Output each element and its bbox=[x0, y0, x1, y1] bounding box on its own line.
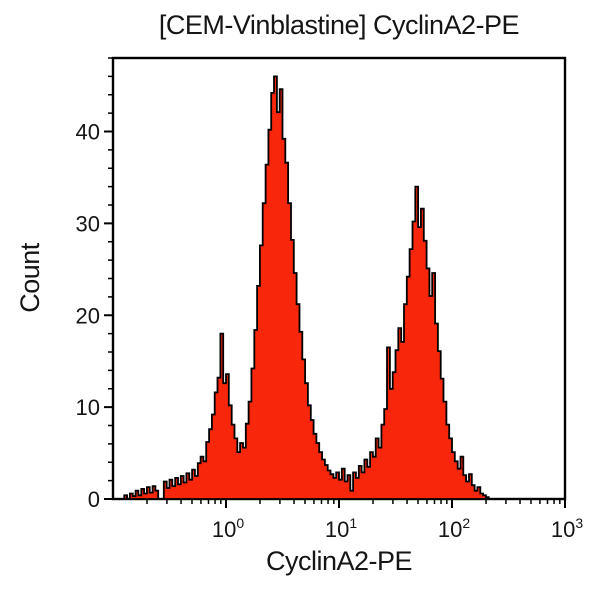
plot-frame bbox=[111, 56, 567, 501]
y-tick-label: 0 bbox=[88, 487, 100, 512]
y-tick-label: 10 bbox=[76, 395, 100, 420]
x-axis-title: CyclinA2-PE bbox=[265, 546, 413, 576]
x-tick-label: 100 bbox=[212, 515, 244, 542]
x-tick-label: 103 bbox=[551, 515, 583, 542]
y-tick-label: 20 bbox=[76, 303, 100, 328]
y-tick-label: 30 bbox=[76, 211, 100, 236]
x-tick-label: 101 bbox=[325, 515, 357, 542]
chart-title: [CEM-Vinblastine] CyclinA2-PE bbox=[158, 10, 520, 40]
histogram-area bbox=[113, 75, 500, 500]
y-tick-label: 40 bbox=[76, 120, 100, 145]
x-axis-ticks: 100 101 102 103 bbox=[146, 499, 583, 542]
plot-border bbox=[111, 56, 567, 501]
y-axis-ticks: 0 10 20 30 40 bbox=[76, 57, 113, 512]
x-tick-label: 102 bbox=[438, 515, 470, 542]
